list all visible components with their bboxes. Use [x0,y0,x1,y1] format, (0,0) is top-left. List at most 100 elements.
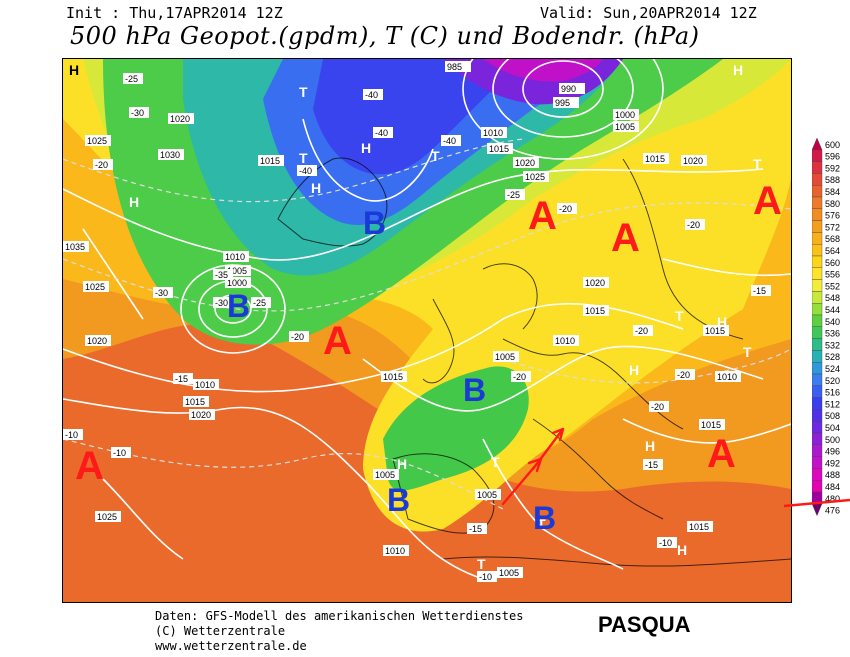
legend-value: 592 [825,163,840,173]
legend-swatch [812,456,823,469]
low-center-B: B [363,205,386,241]
svg-text:T: T [299,150,308,166]
footer-copyright: (C) Wetterzentrale [155,624,286,638]
legend-swatch [812,267,823,280]
legend-swatch [812,149,823,162]
isobar-label: 1005 [477,490,497,500]
legend-swatch [812,255,823,269]
legend-value: 508 [825,411,840,421]
isobar-label: 1000 [227,278,247,288]
legend-value: 588 [825,175,840,185]
valid-time: Valid: Sun,20APR2014 12Z [540,4,757,22]
svg-text:H: H [629,362,639,378]
temp-label: -30 [155,288,168,298]
high-center-A: A [611,216,640,260]
legend-value: 516 [825,388,840,398]
legend-swatch [812,138,823,150]
legend-swatch [812,232,823,245]
temp-label: -25 [253,298,266,308]
svg-text:T: T [753,156,762,172]
isobar-label: 1010 [555,336,575,346]
high-center-A: A [753,179,782,223]
temp-label: -10 [65,430,78,440]
temp-label: -10 [113,448,126,458]
temp-label: -20 [687,220,700,230]
temp-label: -20 [651,402,664,412]
temp-label: -20 [677,370,690,380]
legend-swatch [812,302,823,316]
isobar-label: 1020 [87,336,107,346]
isobar-label: 1010 [385,546,405,556]
svg-text:H: H [129,194,139,210]
temp-label: -10 [659,538,672,548]
author-signature: PASQUA [598,612,691,637]
footer-data-source: Daten: GFS-Modell des amerikanischen Wet… [155,609,524,623]
temp-label: -20 [513,372,526,382]
legend-swatch [812,291,823,304]
legend-value: 544 [825,305,840,315]
weather-map: 1020 1025 1030 1015 1010 1005 1000 995 9… [62,58,792,603]
isobar-label: 1000 [615,110,635,120]
svg-text:T: T [491,454,500,470]
legend-swatch [812,314,823,328]
temp-label: -10 [479,572,492,582]
temp-label: -40 [299,166,312,176]
legend-swatch [812,243,823,257]
legend-value: 528 [825,352,840,362]
legend-value: 596 [825,152,840,162]
svg-text:T: T [431,148,440,164]
legend-swatch [812,409,823,422]
legend-swatch [812,432,823,446]
isobar-label: 1015 [260,156,280,166]
isobar-label: 1015 [185,397,205,407]
legend-value: 568 [825,234,840,244]
legend-value: 480 [825,494,840,504]
legend-swatch [812,421,823,434]
isobar-label: 1015 [645,154,665,164]
legend-swatch [812,397,823,410]
legend-swatch [812,326,823,339]
legend-swatch [812,468,823,481]
high-center-A: A [323,319,352,363]
map-title: 500 hPa Geopot.(gpdm), T (C) und Bodendr… [70,22,700,50]
temp-label: -15 [645,460,658,470]
isobar-label: 1035 [65,242,85,252]
legend-swatch [812,208,823,221]
low-center-B: B [533,500,556,536]
legend-swatch [812,161,823,174]
legend-value: 552 [825,281,840,291]
footer-url[interactable]: www.wetterzentrale.de [155,639,307,653]
legend-value: 540 [825,317,840,327]
svg-text:H: H [733,62,743,78]
svg-text:H: H [69,62,79,78]
legend-swatch [812,444,823,457]
legend-swatch [812,185,823,198]
isobar-label: 995 [555,98,570,108]
legend-value: 496 [825,447,840,457]
temp-label: -20 [559,204,572,214]
svg-text:H: H [361,140,371,156]
temp-label: -15 [753,286,766,296]
legend-swatch [812,279,823,292]
legend-swatch [812,373,823,387]
isobar-label: 1015 [701,420,721,430]
temp-label: -20 [291,332,304,342]
temp-label: -15 [469,524,482,534]
legend-value: 524 [825,364,840,374]
high-center-A: A [707,432,736,476]
svg-text:H: H [677,542,687,558]
isobar-label: 985 [447,62,462,72]
temp-label: -40 [443,136,456,146]
low-center-B: B [227,288,250,324]
isobar-label: 1005 [495,352,515,362]
legend-swatch [812,196,823,210]
legend-value: 560 [825,258,840,268]
isobar-label: 1010 [717,372,737,382]
legend-value: 500 [825,435,840,445]
isobar-label: 1015 [489,144,509,154]
legend-swatch [812,385,823,398]
init-time: Init : Thu,17APR2014 12Z [66,4,283,22]
isobar-label: 1015 [585,306,605,316]
low-center-B: B [387,482,410,518]
isobar-label: 1030 [160,150,180,160]
